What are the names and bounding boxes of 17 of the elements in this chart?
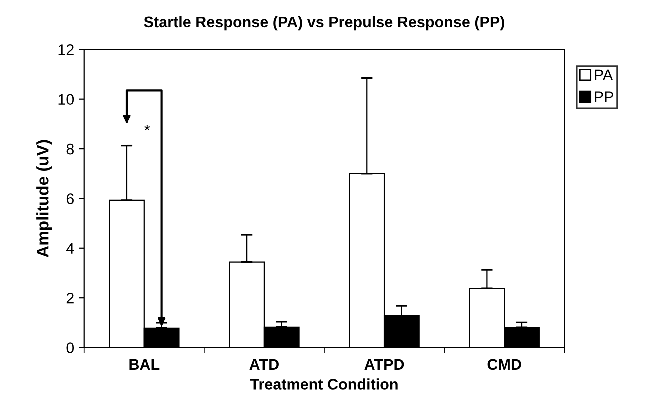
y-tick-label: 6 — [66, 194, 74, 204]
y-tick-label: 2 — [66, 292, 74, 304]
y-tick-label: 10 — [58, 94, 74, 106]
x-tick-label: ATD — [250, 359, 279, 370]
legend-label: PA — [595, 70, 614, 80]
x-axis-title: Treatment Condition — [250, 378, 398, 390]
y-tick-label: 8 — [66, 144, 74, 155]
y-tick-label: 4 — [66, 243, 74, 254]
x-tick-label: ATPD — [364, 359, 404, 370]
y-axis-title: Amplitude (uV) — [36, 140, 52, 258]
x-tick-label: BAL — [130, 359, 160, 370]
legend-label: PP — [595, 92, 614, 102]
y-tick-label: 12 — [58, 44, 74, 56]
y-tick-label: 0 — [66, 342, 74, 354]
annotation: * — [144, 125, 150, 130]
x-tick-label: CMD — [488, 359, 522, 370]
chart-title: Startle Response (PA) vs Prepulse Response (PP) — [144, 16, 504, 31]
